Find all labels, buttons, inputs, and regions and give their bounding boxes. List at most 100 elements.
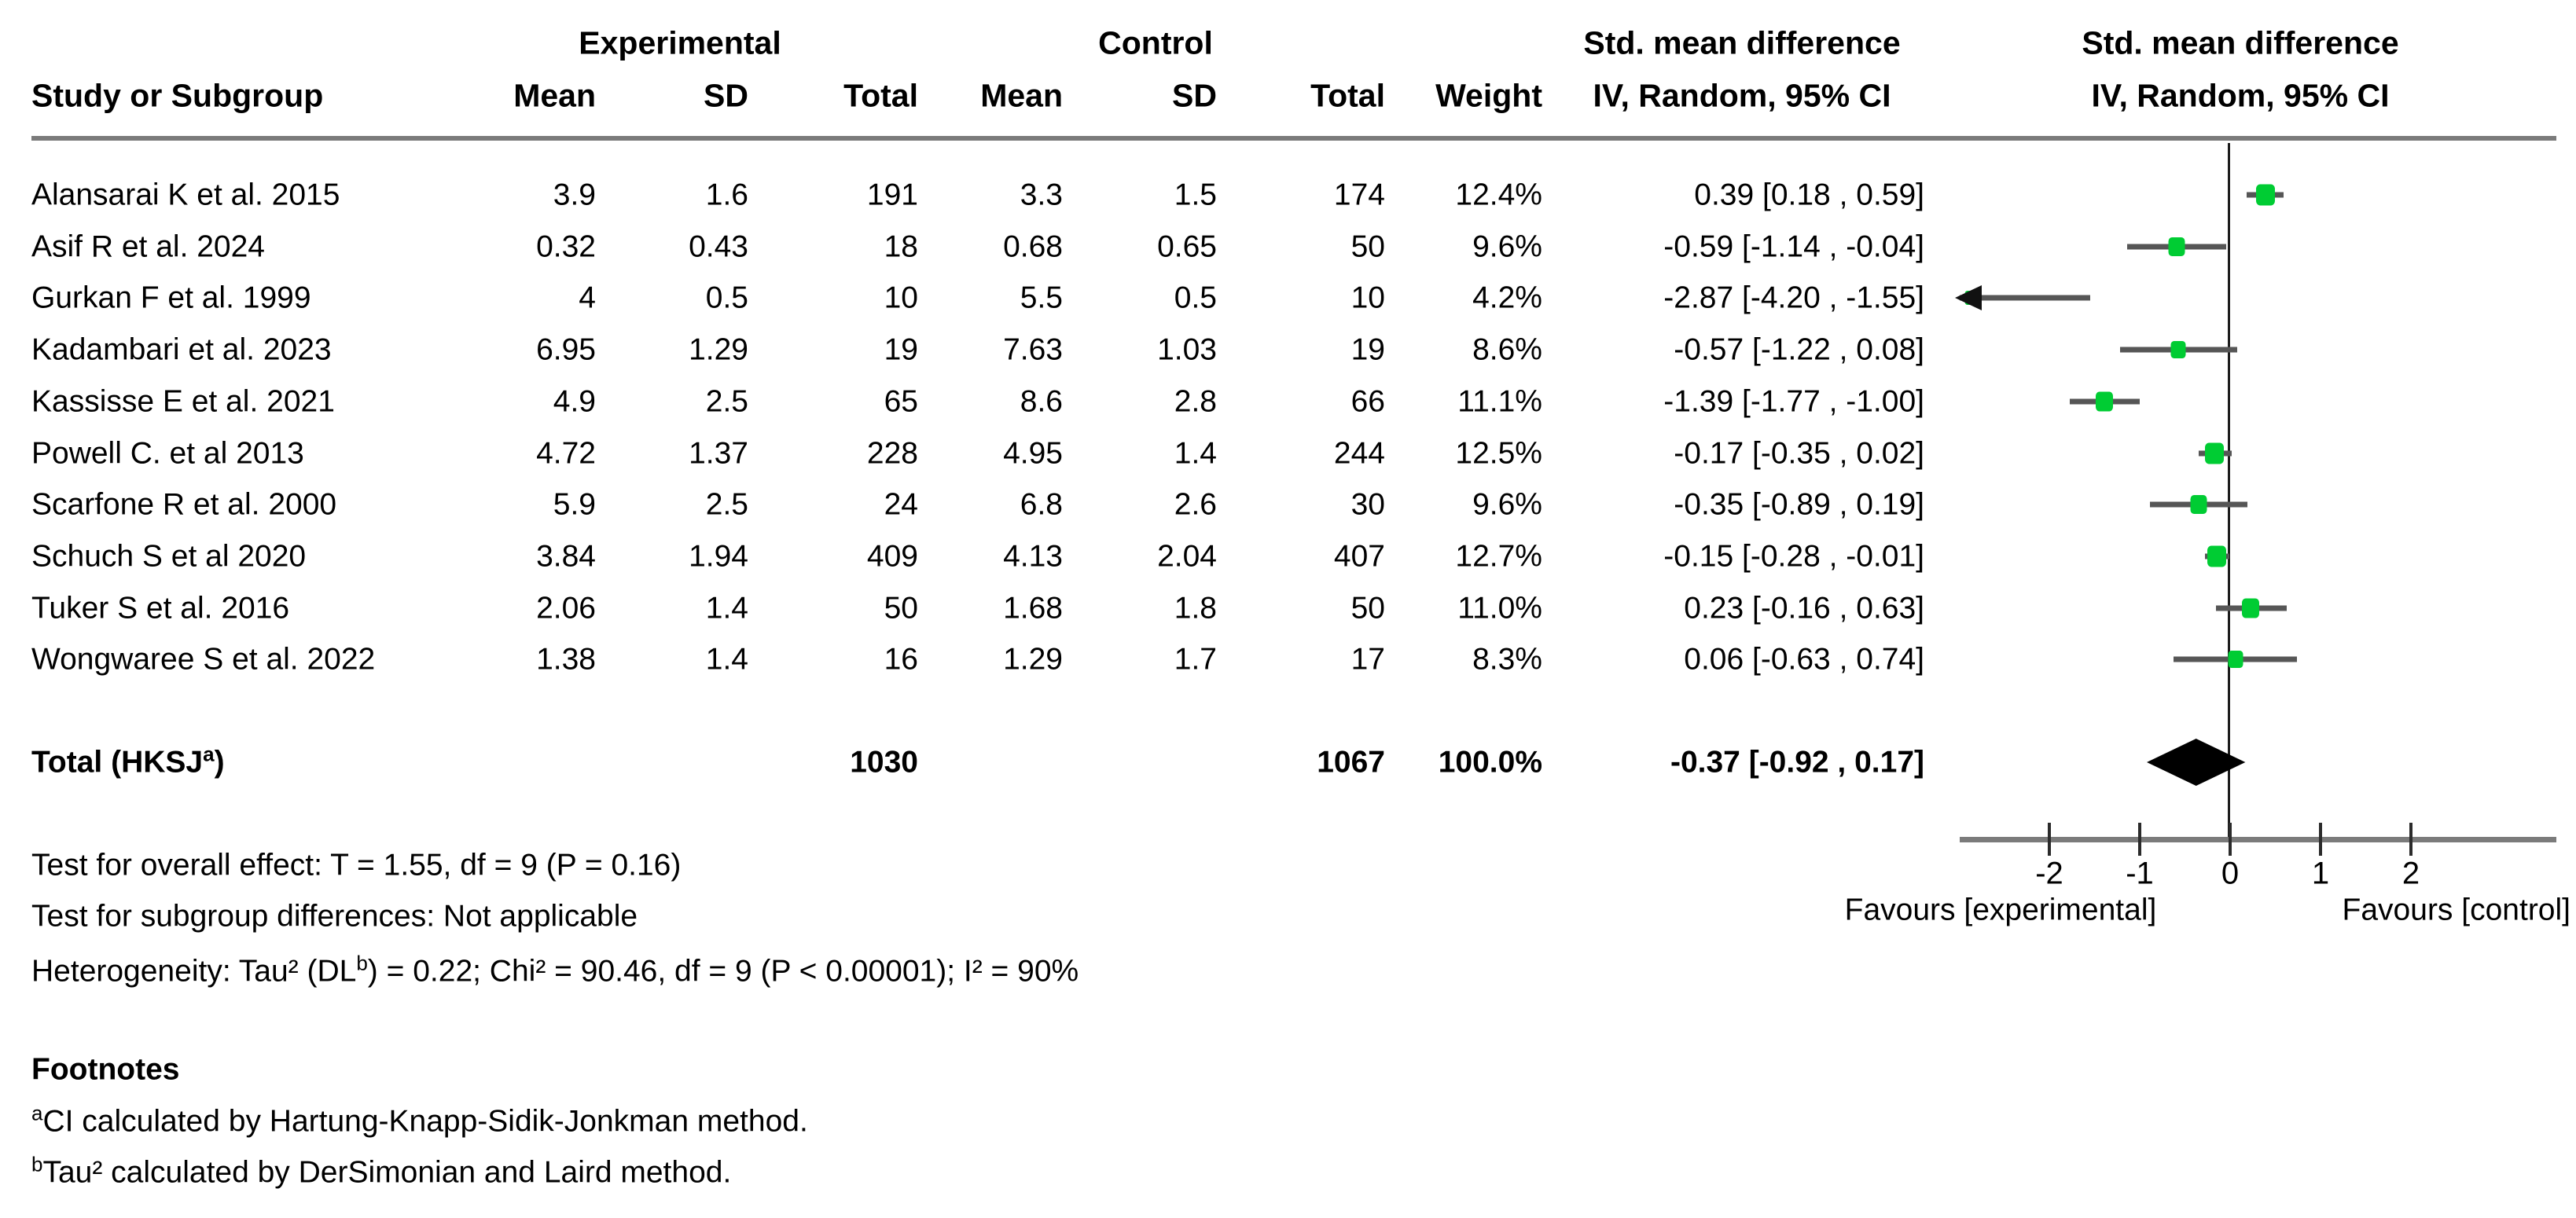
study-n_e: 24 <box>884 487 918 522</box>
study-name: Kadambari et al. 2023 <box>31 332 332 367</box>
study-mean_e: 4 <box>579 281 596 315</box>
axis-tick-label: -1 <box>2126 856 2154 891</box>
study-sd_e: 1.29 <box>689 332 748 367</box>
study-sd_c: 1.03 <box>1157 332 1217 367</box>
study-n_c: 50 <box>1350 229 1385 264</box>
col-header-weight: Weight <box>1435 77 1542 114</box>
axis-tick <box>2229 823 2232 856</box>
study-mean_c: 0.68 <box>1003 229 1063 264</box>
favours-experimental-label: Favours [experimental] <box>1844 893 2157 927</box>
effect-marker <box>2207 545 2226 567</box>
study-mean_c: 7.63 <box>1003 332 1063 367</box>
study-n_c: 66 <box>1350 384 1385 419</box>
group-header-smd-plot: Std. mean difference <box>2082 24 2399 61</box>
study-mean_c: 1.68 <box>1003 591 1063 626</box>
study-n_e: 16 <box>884 642 918 677</box>
effect-marker <box>2228 651 2243 669</box>
study-n_c: 10 <box>1350 281 1385 315</box>
study-n_e: 50 <box>884 591 918 626</box>
study-sd_e: 1.4 <box>705 642 748 677</box>
axis-tick-label: 2 <box>2401 856 2420 891</box>
study-weight: 9.6% <box>1472 487 1542 522</box>
study-ci-text: -0.35 [-0.89 , 0.19] <box>1674 487 1924 522</box>
group-header-smd-text: Std. mean difference <box>1583 24 1901 61</box>
study-mean_e: 3.9 <box>553 178 596 212</box>
study-mean_c: 6.8 <box>1020 487 1063 522</box>
study-sd_c: 2.04 <box>1157 539 1217 574</box>
footnotes-title: Footnotes <box>31 1052 180 1087</box>
study-sd_e: 1.6 <box>705 178 748 212</box>
zero-line <box>2228 143 2230 839</box>
study-weight: 8.3% <box>1472 642 1542 677</box>
total-weight: 100.0% <box>1438 745 1542 780</box>
footnote-b: bTau² calculated by DerSimonian and Lair… <box>31 1152 732 1190</box>
study-sd_e: 2.5 <box>705 487 748 522</box>
total-superscript: a <box>203 742 215 766</box>
test-subgroup-differences: Test for subgroup differences: Not appli… <box>31 899 638 934</box>
study-sd_c: 0.5 <box>1174 281 1217 315</box>
axis-tick <box>2048 823 2051 856</box>
study-mean_c: 1.29 <box>1003 642 1063 677</box>
axis-tick-label: 0 <box>2221 856 2240 891</box>
study-weight: 8.6% <box>1472 332 1542 367</box>
study-n_e: 409 <box>866 539 918 574</box>
study-mean_e: 1.38 <box>536 642 596 677</box>
effect-marker <box>2255 184 2275 206</box>
study-sd_c: 2.6 <box>1174 487 1217 522</box>
study-n_e: 228 <box>866 436 918 470</box>
study-n_c: 174 <box>1333 178 1385 212</box>
effect-marker <box>2205 442 2225 464</box>
study-weight: 12.5% <box>1455 436 1542 470</box>
study-mean_e: 2.06 <box>536 591 596 626</box>
study-sd_c: 0.65 <box>1157 229 1217 264</box>
study-mean_c: 4.95 <box>1003 436 1063 470</box>
study-mean_e: 0.32 <box>536 229 596 264</box>
total-n-exp: 1030 <box>850 745 918 780</box>
study-mean_c: 8.6 <box>1020 384 1063 419</box>
study-sd_e: 1.37 <box>689 436 748 470</box>
study-mean_e: 3.84 <box>536 539 596 574</box>
study-mean_e: 4.72 <box>536 436 596 470</box>
footnote-b-marker: b <box>31 1152 43 1176</box>
study-sd_c: 1.4 <box>1174 436 1217 470</box>
study-ci-text: -1.39 [-1.77 , -1.00] <box>1663 384 1924 419</box>
study-ci-text: -0.17 [-0.35 , 0.02] <box>1674 436 1924 470</box>
study-n_c: 244 <box>1333 436 1385 470</box>
study-name: Wongwaree S et al. 2022 <box>31 642 376 677</box>
study-weight: 11.0% <box>1457 591 1542 626</box>
study-sd_e: 2.5 <box>705 384 748 419</box>
study-n_c: 50 <box>1350 591 1385 626</box>
study-n_c: 30 <box>1350 487 1385 522</box>
study-name: Kassisse E et al. 2021 <box>31 384 335 419</box>
study-mean_e: 5.9 <box>553 487 596 522</box>
effect-marker <box>2096 391 2114 412</box>
study-sd_c: 1.5 <box>1174 178 1217 212</box>
study-n_c: 407 <box>1333 539 1385 574</box>
study-sd_e: 1.4 <box>705 591 748 626</box>
study-weight: 11.1% <box>1457 384 1542 419</box>
test-overall-effect: Test for overall effect: T = 1.55, df = … <box>31 848 682 882</box>
study-ci-text: -0.15 [-0.28 , -0.01] <box>1663 539 1924 574</box>
col-header-sd-exp: SD <box>704 77 748 114</box>
study-sd_c: 1.8 <box>1174 591 1217 626</box>
study-ci-text: 0.06 [-0.63 , 0.74] <box>1684 642 1924 677</box>
study-weight: 12.4% <box>1455 178 1542 212</box>
col-header-total-ctl: Total <box>1310 77 1385 114</box>
axis-tick-label: 1 <box>2311 856 2330 891</box>
total-n-ctl: 1067 <box>1317 745 1385 780</box>
study-name: Gurkan F et al. 1999 <box>31 281 311 315</box>
effect-marker <box>2190 495 2207 515</box>
study-mean_c: 3.3 <box>1020 178 1063 212</box>
col-header-ci-plot: IV, Random, 95% CI <box>2091 77 2390 114</box>
total-diamond <box>2147 739 2246 786</box>
axis-tick <box>2319 823 2322 856</box>
study-name: Asif R et al. 2024 <box>31 229 265 264</box>
effect-marker <box>2168 237 2185 256</box>
study-sd_c: 2.8 <box>1174 384 1217 419</box>
favours-control-label: Favours [control] <box>2342 893 2570 927</box>
col-header-mean-ctl: Mean <box>980 77 1063 114</box>
study-weight: 9.6% <box>1472 229 1542 264</box>
study-ci-text: 0.23 [-0.16 , 0.63] <box>1684 591 1924 626</box>
header-divider <box>31 136 2556 141</box>
study-mean_e: 4.9 <box>553 384 596 419</box>
